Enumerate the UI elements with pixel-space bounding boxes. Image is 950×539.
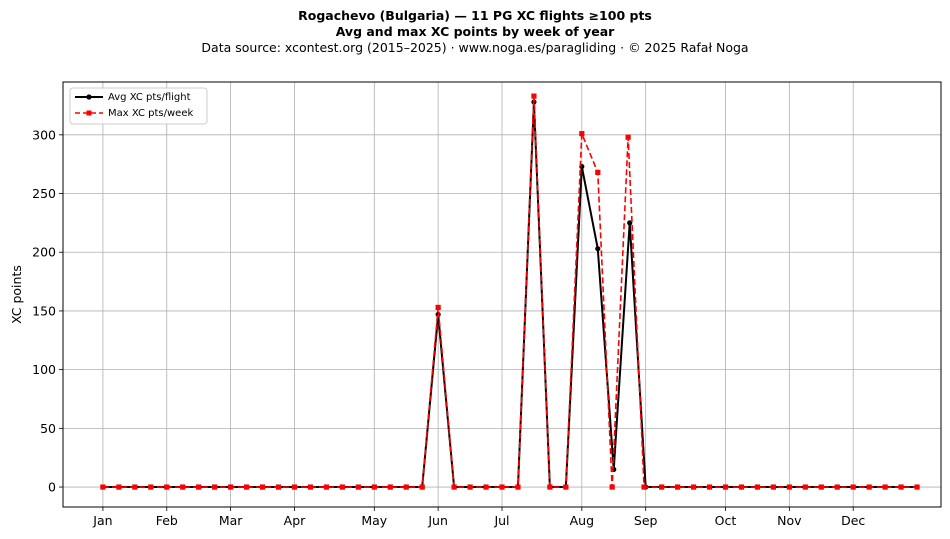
legend-box xyxy=(69,87,208,125)
x-tick-label: Jun xyxy=(427,513,448,528)
max-data-point xyxy=(116,484,122,490)
max-data-point xyxy=(148,484,154,490)
y-tick-label: 50 xyxy=(40,421,56,436)
x-tick-label: Jan xyxy=(92,513,112,528)
max-data-point xyxy=(435,304,441,311)
max-data-point xyxy=(403,484,409,490)
max-data-point xyxy=(595,169,601,176)
max-data-point xyxy=(419,484,425,490)
x-tick-label: Feb xyxy=(156,513,178,528)
max-data-point xyxy=(467,484,473,490)
max-data-point xyxy=(882,484,888,490)
max-data-point xyxy=(563,484,569,490)
max-data-point xyxy=(722,484,729,490)
legend-max-label: Max XC pts/week xyxy=(108,108,193,119)
max-data-point xyxy=(818,484,824,490)
title-block: Rogachevo (Bulgaria) — 11 PG XC flights … xyxy=(0,8,950,56)
x-tick-label: Apr xyxy=(284,513,306,528)
max-data-point xyxy=(451,484,457,490)
max-data-point xyxy=(307,484,314,490)
max-data-point xyxy=(355,484,361,490)
legend-avg-marker xyxy=(86,94,92,100)
series-layer xyxy=(100,93,920,490)
max-data-point xyxy=(387,484,393,490)
max-data-point xyxy=(291,484,298,490)
x-tick-label: Dec xyxy=(841,513,865,528)
x-tick-label: May xyxy=(361,513,387,528)
y-tick-label: 100 xyxy=(32,362,56,377)
max-data-point xyxy=(243,484,250,490)
max-data-point xyxy=(483,484,489,490)
max-data-point xyxy=(738,484,745,490)
max-data-point xyxy=(579,131,585,137)
max-data-point xyxy=(371,484,377,490)
x-tick-label: Aug xyxy=(570,513,594,528)
y-tick-label: 0 xyxy=(48,480,56,495)
max-data-point xyxy=(609,484,615,490)
max-data-point xyxy=(706,484,713,490)
max-data-point xyxy=(339,484,345,490)
y-tick-label: 150 xyxy=(32,303,56,318)
y-tick-label: 250 xyxy=(32,186,56,201)
y-axis-label: XC points xyxy=(9,265,24,324)
avg-series-line xyxy=(102,100,918,489)
avg-data-point xyxy=(627,220,633,226)
max-data-point xyxy=(898,484,904,490)
y-tick-label: 300 xyxy=(32,127,56,142)
max-data-point xyxy=(275,484,282,490)
max-data-point xyxy=(547,484,553,490)
x-tick-label: Jul xyxy=(493,513,509,528)
max-data-point xyxy=(625,134,631,140)
max-data-point xyxy=(323,484,329,490)
max-data-point xyxy=(180,484,186,490)
max-data-point xyxy=(259,484,266,490)
max-data-point xyxy=(834,484,840,490)
max-data-point xyxy=(914,484,920,490)
grid-layer xyxy=(63,82,941,507)
max-data-point xyxy=(754,484,761,490)
max-data-point xyxy=(164,484,170,490)
x-tick-label: Sep xyxy=(634,513,658,528)
max-data-point xyxy=(212,484,218,490)
max-data-point xyxy=(515,484,521,490)
y-tick-label: 200 xyxy=(32,245,56,260)
chart-title-line1: Rogachevo (Bulgaria) — 11 PG XC flights … xyxy=(298,8,652,23)
legend-avg-label: Avg XC pts/flight xyxy=(108,92,191,103)
max-series-line xyxy=(102,95,918,488)
max-data-point xyxy=(531,93,537,99)
max-data-point xyxy=(690,484,697,490)
tick-layer: Jan Feb Mar Apr May Jun Jul Aug Sep Oct Nov Dec 0 50 1… xyxy=(32,127,865,528)
x-tick-label: Nov xyxy=(777,513,802,528)
max-data-point xyxy=(499,484,505,490)
max-data-point xyxy=(786,484,792,490)
max-data-point xyxy=(802,484,808,490)
max-data-point xyxy=(866,484,872,490)
x-tick-label: Oct xyxy=(715,513,737,528)
legend-max-marker xyxy=(86,110,92,116)
max-data-point xyxy=(228,484,234,490)
max-data-point xyxy=(132,484,138,490)
chart-subtitle: Data source: xcontest.org (2015–2025) · … xyxy=(201,40,749,55)
legend: Avg XC pts/flight Max XC pts/week xyxy=(69,87,208,125)
max-data-point xyxy=(196,484,202,490)
max-data-point xyxy=(641,484,647,490)
x-tick-label: Mar xyxy=(219,513,243,528)
max-data-point xyxy=(850,484,856,490)
max-data-point xyxy=(659,484,665,490)
avg-data-point xyxy=(595,246,601,252)
max-data-point xyxy=(100,484,106,490)
chart-title-line2: Avg and max XC points by week of year xyxy=(335,24,615,39)
max-data-point xyxy=(675,484,681,490)
max-data-point xyxy=(770,484,776,490)
